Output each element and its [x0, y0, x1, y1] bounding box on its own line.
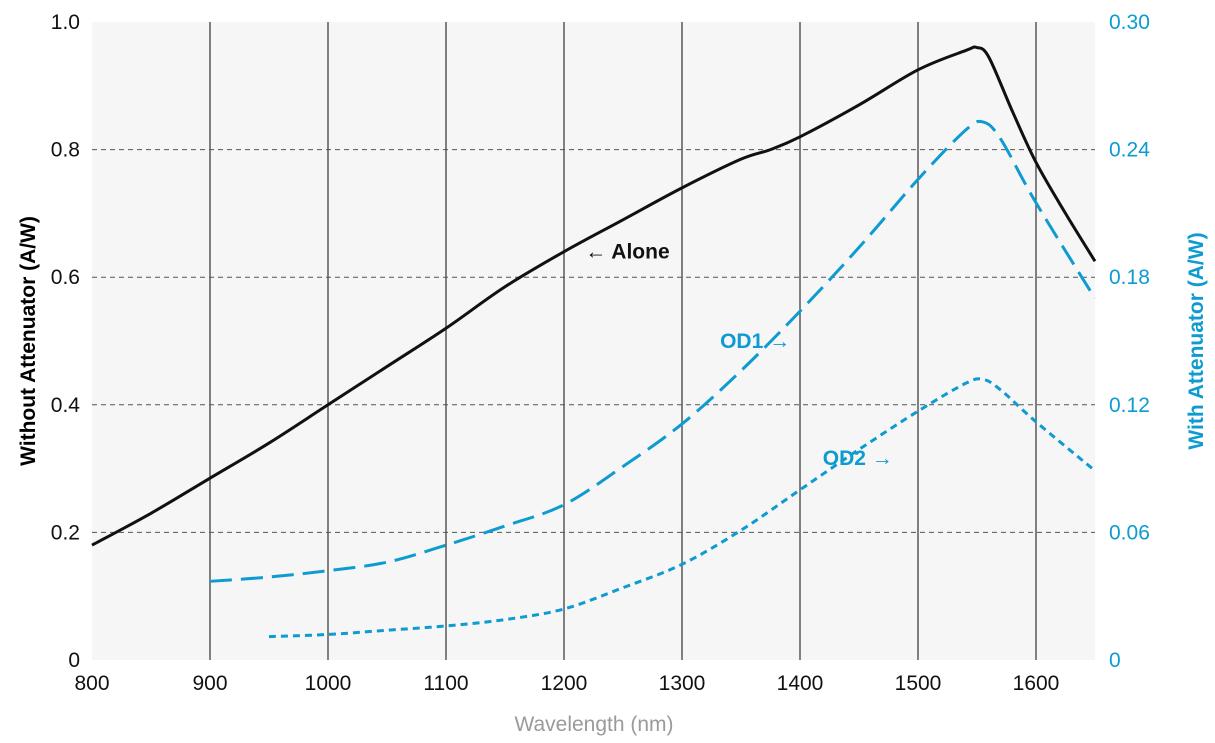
right-tick-label: 0.18	[1109, 266, 1150, 289]
plot-background	[92, 22, 1095, 660]
left-tick-label: 0.6	[51, 266, 80, 289]
annotation-alone: ← Alone	[585, 241, 669, 264]
x-tick-label: 900	[192, 672, 227, 695]
left-tick-label: 0	[68, 649, 80, 672]
right-axis-title: With Attenuator (A/W)	[1185, 232, 1208, 449]
x-tick-label: 1300	[659, 672, 706, 695]
right-tick-label: 0.12	[1109, 394, 1150, 417]
series-layer	[91, 45, 1097, 639]
left-tick-label: 0.2	[51, 521, 80, 544]
right-tick-label: 0.06	[1109, 521, 1150, 544]
x-tick-label: 1400	[777, 672, 824, 695]
annotation-od2: OD2 →	[823, 447, 893, 470]
vertical-gridlines	[209, 22, 1037, 660]
x-axis-ticks: 800 900 1000 1100 1200 1300 1400 1500 1600	[74, 672, 1059, 695]
series-line-od2	[268, 377, 1096, 639]
left-axis-title: Without Attenuator (A/W)	[17, 216, 40, 466]
right-tick-label: 0.30	[1109, 11, 1150, 34]
x-tick-label: 1500	[895, 672, 942, 695]
right-tick-label: 0	[1109, 649, 1121, 672]
left-tick-label: 1.0	[51, 11, 80, 34]
series-line-alone	[91, 45, 1097, 547]
series-line-od1	[209, 119, 1097, 583]
left-tick-label: 0.4	[51, 394, 81, 417]
x-axis-title: Wavelength (nm)	[514, 713, 673, 736]
left-tick-label: 0.8	[51, 139, 80, 162]
x-tick-label: 800	[74, 672, 109, 695]
x-tick-label: 1000	[305, 672, 352, 695]
x-tick-label: 1600	[1013, 672, 1060, 695]
right-axis-ticks: 0 0.06 0.12 0.18 0.24 0.30	[1109, 11, 1150, 672]
annotation-od1: OD1 →	[720, 330, 790, 353]
annotations: ← Alone OD1 → OD2 →	[585, 241, 893, 470]
x-tick-label: 1200	[541, 672, 588, 695]
x-tick-label: 1100	[423, 672, 468, 695]
left-axis-ticks: 0 0.2 0.4 0.6 0.8 1.0	[51, 11, 81, 672]
right-tick-label: 0.24	[1109, 139, 1150, 162]
